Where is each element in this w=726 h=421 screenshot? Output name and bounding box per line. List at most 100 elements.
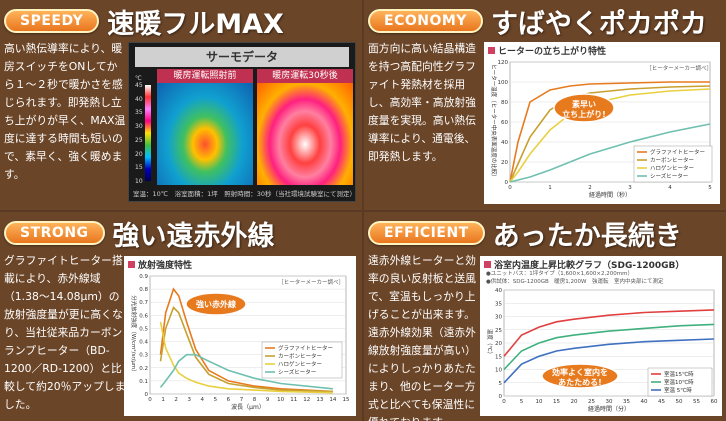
efficient-badge: EFFICIENT xyxy=(368,221,485,245)
x-tick-label: 30 xyxy=(606,399,613,405)
scale-tick: 10 xyxy=(135,178,143,185)
scale-tick: 35 xyxy=(135,109,143,117)
radiation-chart-svg: 00.10.20.30.40.50.60.70.80.90 1 2 3 4 5 6 7 8 9 10… xyxy=(130,274,350,411)
temperature-scale: ℃ 45 40 35 30 25 20 15 10 xyxy=(135,75,153,185)
y-tick-label: 0.1 xyxy=(139,379,148,385)
scale-tick: 20 xyxy=(135,150,143,158)
x-tick-label: 14 xyxy=(329,397,336,403)
x-tick-label: 5 xyxy=(520,399,524,405)
thermo-panel: サーモデータ ℃ 45 40 35 30 25 20 15 10 暖房運転照射前 暖房運転30… xyxy=(128,42,356,202)
series-line xyxy=(503,338,715,384)
room-temp-chart-title: 浴室内温度上昇比較グラフ（SDG-1200GB） xyxy=(484,258,684,271)
x-tick-label: 20 xyxy=(571,399,578,405)
startup-chart-title: ヒーターの立ち上がり特性 xyxy=(488,44,606,57)
legend-label: シーズヒーター xyxy=(278,368,316,376)
scale-unit: ℃ xyxy=(135,75,142,82)
series-line xyxy=(159,321,333,394)
thermo-image-after: 暖房運転30秒後 xyxy=(257,69,353,185)
x-tick-label: 35 xyxy=(623,399,630,405)
strong-header: STRONG 強い遠赤外線 xyxy=(4,214,275,252)
thermo-image-before: 暖房運転照射前 xyxy=(157,69,253,185)
legend-label: ハロゲンヒーター xyxy=(650,164,694,172)
x-tick-label: 15 xyxy=(343,397,350,403)
economy-section: ECONOMY すばやくポカポカ 面方向に高い結晶構造を持つ高配向性グラファイト… xyxy=(364,0,726,210)
x-tick-label: 11 xyxy=(290,397,297,403)
speedy-section: SPEEDY 速暖フルMAX 高い熱伝導率により、暖房スイッチをONしてから１～… xyxy=(0,0,362,210)
series-line xyxy=(503,323,715,371)
x-axis-label: 経過時間（秒） xyxy=(589,191,631,199)
y-tick-label: 100 xyxy=(498,80,509,86)
callout-bubble xyxy=(185,292,247,316)
y-tick-label: 0.9 xyxy=(139,274,148,280)
legend-label: カーボンヒーター xyxy=(278,352,322,360)
scale-tick: 45 xyxy=(135,82,143,89)
thermo-title: サーモデータ xyxy=(205,50,278,64)
series-line xyxy=(503,309,715,357)
y-tick-label: 15 xyxy=(495,354,502,360)
x-tick-label: 1 xyxy=(161,397,165,403)
x-tick-label: 6 xyxy=(227,397,231,403)
y-tick-label: 0.8 xyxy=(139,287,148,293)
startup-chart-svg: 0 20 40 60 80 100 120 0 1 2 3 4 5 経過時間（秒） ヒーター温度（ヒーター中… xyxy=(490,60,713,199)
series-line xyxy=(159,287,333,393)
y-tick-label: 80 xyxy=(501,100,508,106)
x-axis-label: 経過時間（分） xyxy=(588,405,630,413)
y-tick-label: 35 xyxy=(495,301,502,307)
x-tick-label: 55 xyxy=(693,399,700,405)
x-tick-label: 13 xyxy=(316,397,323,403)
room-temp-chart: 浴室内温度上昇比較グラフ（SDG-1200GB） ●ユニットバス：1坪タイプ（1… xyxy=(480,256,722,416)
x-tick-label: 10 xyxy=(536,399,543,405)
x-tick-label: 5 xyxy=(708,185,712,191)
y-tick-label: 0 xyxy=(145,392,149,398)
series-line xyxy=(159,353,333,390)
x-tick-label: 0 xyxy=(148,397,152,403)
y-axis-label: 分光放射強度（W/cm²/sr/μm） xyxy=(130,295,138,375)
y-tick-label: 0.3 xyxy=(139,353,148,359)
callout-bubble xyxy=(553,93,615,123)
x-tick-label: 2 xyxy=(588,185,592,191)
legend-box xyxy=(261,341,343,379)
scale-gradient xyxy=(145,85,151,181)
callout-bubble xyxy=(541,363,619,389)
x-tick-label: 25 xyxy=(588,399,595,405)
radiation-chart: 放射強度特性 0 0.1 0.2 0.3 0.4 0.5 0.6 0.7 0.8 0.9 0 1 2 3 4… xyxy=(124,256,356,416)
y-tick-label: 40 xyxy=(495,288,502,294)
legend-label: カーボンヒーター xyxy=(650,156,694,164)
room-temp-note-2: ●供試体：SDG-1200GB 暖房1,200W 強運転 室内中央部にて測定 xyxy=(486,279,664,285)
y-tick-label: 40 xyxy=(501,140,508,146)
efficient-header: EFFICIENT あったか長続き xyxy=(368,214,682,252)
callout-text: 素早い xyxy=(572,99,596,109)
economy-header: ECONOMY すばやくポカポカ xyxy=(368,2,707,40)
y-tick-label: 30 xyxy=(495,315,502,321)
y-tick-label: 0.2 xyxy=(139,366,148,372)
x-tick-label: 10 xyxy=(277,397,284,403)
x-tick-label: 5 xyxy=(214,397,218,403)
room-temp-note-1: ●ユニットバス：1坪タイプ（1,600×1,600×2,200mm） xyxy=(486,271,633,277)
series-line xyxy=(509,81,710,183)
speedy-description: 高い熱伝導率により、暖房スイッチをONしてから１～２秒で暖かさを感じられます。即… xyxy=(4,42,126,181)
strong-headline: 強い遠赤外線 xyxy=(112,220,275,252)
x-tick-label: 0 xyxy=(508,185,512,191)
thermo-label-before: 暖房運転照射前 xyxy=(157,69,253,83)
economy-description: 面方向に高い結晶構造を持つ高配向性グラファイト発熱材を採用し、高効率・高放射強度… xyxy=(368,42,476,163)
legend-label: 室温 5℃時 xyxy=(664,386,692,394)
y-tick-label: 120 xyxy=(498,60,509,66)
startup-chart: ヒーターの立ち上がり特性 0 20 40 60 80 100 120 0 1 2 3 4 5 経過時間（秒… xyxy=(484,42,720,204)
y-tick-label: 0.4 xyxy=(139,340,148,346)
series-line xyxy=(509,123,711,183)
y-tick-label: 20 xyxy=(501,160,508,166)
source-note: ［ヒーターメーカー調べ］ xyxy=(646,64,712,72)
room-temp-chart-svg: 0 5 10 15 20 25 30 35 40 0 5 10 15 20 25 30 35 40 45 50 55 60… xyxy=(486,288,718,413)
y-tick-label: 5 xyxy=(499,381,503,387)
economy-badge: ECONOMY xyxy=(368,9,483,33)
thermo-note: 室温：10℃ 浴室面積：1坪 照射時間：30秒（当社環境試験室にて測定） xyxy=(133,190,356,198)
legend-label: ハロゲンヒーター xyxy=(278,360,322,368)
callout-text: 強い赤外線 xyxy=(196,299,236,309)
economy-headline: すばやくポカポカ xyxy=(490,8,707,40)
x-axis-label: 波長（μm） xyxy=(231,403,265,411)
room-temp-notes: ●ユニットバス：1坪タイプ（1,600×1,600×2,200mm） ●供試体：… xyxy=(486,270,664,286)
speedy-badge: SPEEDY xyxy=(4,9,100,33)
speedy-header: SPEEDY 速暖フルMAX xyxy=(4,2,284,40)
y-tick-label: 0 xyxy=(499,394,503,400)
strong-section: STRONG 強い遠赤外線 グラファイトヒーター搭載により、赤外線域（1.38～… xyxy=(0,212,362,421)
